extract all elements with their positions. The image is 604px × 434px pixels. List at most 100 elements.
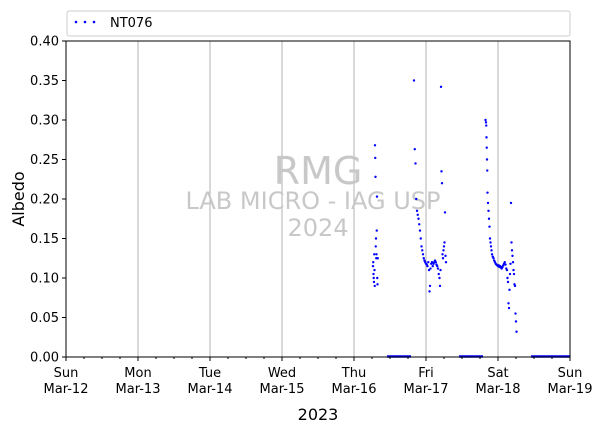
data-point [376,276,379,280]
y-tick-label: 0.30 [30,114,59,129]
data-point [485,146,488,149]
data-point [444,261,448,264]
x-tick-label-day: Tue [198,366,221,381]
legend-marker-dot [74,20,78,24]
data-point [486,191,489,194]
data-point [490,253,494,256]
data-point [504,263,507,266]
x-tick-label-day: Sat [487,366,508,381]
watermark-title: RMG [274,149,363,193]
data-point [374,245,377,248]
y-axis: 0.00 0.05 0.10 0.15 0.20 0.25 0.30 0.35 0.40 [30,35,66,366]
data-point [417,217,420,220]
data-point [490,249,493,252]
data-point [512,272,516,276]
x-axis: SunMar-12MonMar-13TueMar-14WedMar-15ThuM… [44,357,592,397]
data-point [375,229,378,232]
data-point [437,272,440,276]
x-tick-label-day: Mon [124,366,151,381]
x-tick-label-date: Mar-13 [116,382,161,397]
data-point [373,284,376,288]
data-point [489,241,492,244]
data-point [509,262,512,265]
watermark-year: 2024 [287,214,348,242]
y-tick-label: 0.05 [30,311,59,326]
data-point [372,280,376,284]
y-axis-title: Albedo [9,171,28,226]
data-point [418,223,421,226]
data-point [426,264,429,268]
x-tick-label-date: Mar-14 [188,382,233,397]
data-point [419,237,422,240]
data-point [514,320,518,323]
data-point [372,276,375,280]
data-point [484,121,488,124]
data-point [513,284,517,288]
data-point [440,170,443,173]
data-point [427,261,430,264]
data-point [431,264,434,268]
data-point [422,257,425,260]
data-point [484,118,487,122]
y-tick-label: 0.15 [30,232,59,247]
x-tick-label-day: Thu [341,366,366,381]
x-tick-label-date: Mar-16 [332,382,377,397]
data-point [418,229,422,232]
data-points [371,79,518,333]
x-tick-label-day: Fri [418,366,434,381]
data-point [487,209,490,213]
data-point [515,330,518,333]
gridlines [137,41,499,357]
data-point [489,245,493,248]
data-point [436,264,439,268]
data-point [374,237,378,240]
y-tick-label: 0.20 [30,193,59,208]
data-point [421,249,424,252]
data-point [503,261,506,264]
data-point [375,253,378,256]
data-point [420,245,423,248]
data-point [507,302,510,305]
data-point [442,245,446,248]
y-tick-label: 0.40 [30,35,59,50]
data-point [514,312,517,315]
x-tick-label-date: Mar-12 [44,382,89,397]
data-point [415,197,418,201]
data-point [438,276,441,280]
data-point [511,254,514,258]
data-point [428,290,431,293]
data-point [372,261,375,264]
legend-marker [74,20,96,24]
data-point [430,261,434,264]
data-point [439,85,443,89]
y-tick-label: 0.00 [30,351,59,366]
data-point [415,209,419,213]
x-tick-label-date: Mar-18 [476,382,521,397]
legend-marker-dot [83,20,87,24]
data-point [442,249,445,252]
data-point [444,254,447,258]
data-point [376,257,379,260]
data-point [485,158,489,161]
data-point [486,169,489,172]
data-point [487,217,491,220]
y-tick-label: 0.35 [30,74,59,89]
data-point [373,253,376,256]
data-point [488,225,491,228]
watermark-subtitle: LAB MICRO - IAG USP [185,187,440,215]
data-point [439,268,442,272]
data-point [436,267,440,270]
legend-label: NT076 [110,16,152,31]
data-point [492,257,495,260]
watermark: RMG LAB MICRO - IAG USP 2024 [185,149,440,242]
data-point [509,201,513,205]
data-point [421,253,425,256]
data-point [372,272,375,276]
legend-box [66,10,571,37]
data-point [416,213,419,216]
data-point [485,124,488,127]
data-point [375,195,379,198]
data-point [376,283,379,286]
x-axis-title: 2023 [298,405,339,424]
x-tick-label-date: Mar-17 [404,382,449,397]
